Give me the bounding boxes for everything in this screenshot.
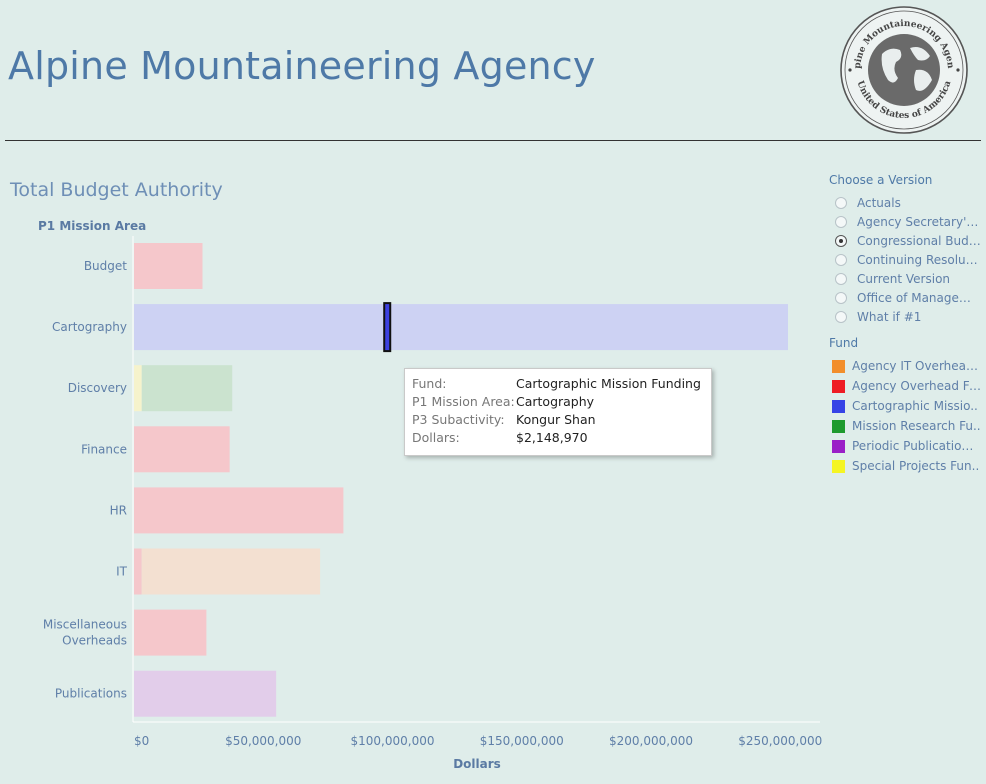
page-title: Alpine Mountaineering Agency — [8, 44, 596, 88]
tooltip-row-subactivity: P3 Subactivity: Kongur Shan — [412, 412, 596, 430]
chart-tooltip: Fund: Cartographic Mission Funding P1 Mis… — [404, 368, 712, 456]
bar-segment — [134, 304, 788, 351]
category-label: Budget — [84, 259, 127, 273]
highlighted-bar-segment — [383, 302, 392, 353]
agency-seal-logo: Alpine Mountaineering Agency United Stat… — [838, 4, 968, 134]
version-option-what-if-1[interactable]: What if #1 — [829, 307, 981, 326]
tooltip-value: Cartographic Mission Funding — [516, 376, 701, 391]
tooltip-row-mission-area: P1 Mission Area:Cartography — [412, 394, 594, 412]
tooltip-key: Dollars: — [412, 430, 460, 445]
bar-segment — [134, 548, 142, 595]
legend-label: Agency IT Overhead .. — [852, 359, 981, 373]
legend-item-cartographic-mission[interactable]: Cartographic Missio.. — [829, 396, 981, 416]
version-option-office-of-management[interactable]: Office of Managem... — [829, 288, 981, 307]
version-option-label: Continuing Resoluti... — [857, 252, 981, 267]
legend-item-periodic-publications[interactable]: Periodic Publications.. — [829, 436, 981, 456]
legend-swatch — [832, 459, 845, 473]
version-option-continuing-resolution[interactable]: Continuing Resoluti... — [829, 250, 981, 269]
tooltip-key: P1 Mission Area: — [412, 394, 515, 409]
category-label: Cartography — [52, 320, 127, 334]
legend-label: Periodic Publications.. — [852, 439, 981, 453]
chart-title: Total Budget Authority — [10, 179, 223, 201]
radio-button[interactable] — [835, 272, 847, 285]
bar-segment — [141, 365, 233, 412]
version-option-current-version[interactable]: Current Version — [829, 269, 981, 288]
tooltip-value: Kongur Shan — [516, 412, 596, 427]
tooltip-row-dollars: Dollars: $2,148,970 — [412, 430, 588, 448]
legend-swatch — [832, 359, 845, 373]
bar-segment — [134, 365, 142, 412]
version-option-label: Current Version — [857, 271, 951, 286]
category-label: HR — [110, 503, 127, 517]
category-label: Miscellaneous — [43, 618, 127, 632]
x-tick-label: $50,000,000 — [225, 734, 301, 748]
tooltip-value: $2,148,970 — [516, 430, 588, 445]
legend-label: Cartographic Missio.. — [852, 399, 978, 413]
category-label: Finance — [81, 442, 127, 456]
category-label: IT — [116, 565, 128, 579]
x-tick-label: $100,000,000 — [351, 734, 435, 748]
legend-label: Special Projects Fun.. — [852, 459, 980, 473]
radio-button[interactable] — [835, 291, 847, 304]
radio-button[interactable] — [835, 196, 847, 209]
version-option-label: Actuals — [857, 195, 901, 210]
header-divider — [5, 140, 981, 141]
category-label: Publications — [55, 687, 127, 701]
legend-swatch — [832, 439, 845, 453]
legend-item-agency-overhead[interactable]: Agency Overhead Fu.. — [829, 376, 981, 396]
radio-button[interactable] — [835, 215, 847, 228]
tooltip-key: Fund: — [412, 376, 447, 391]
version-option-label: What if #1 — [857, 309, 922, 324]
version-option-congressional-budget[interactable]: Congressional Budg... — [829, 231, 981, 250]
legend-swatch — [832, 419, 845, 433]
legend-swatch — [832, 399, 845, 413]
legend-item-mission-research[interactable]: Mission Research Fu.. — [829, 416, 981, 436]
bar-segment — [134, 487, 344, 534]
x-tick-label: $200,000,000 — [609, 734, 693, 748]
version-option-label: Office of Managem... — [857, 290, 981, 305]
bar-segment — [134, 426, 230, 473]
x-tick-label: $0 — [134, 734, 149, 748]
bar-segment — [141, 548, 321, 595]
tooltip-value: Cartography — [516, 394, 595, 409]
radio-button[interactable] — [835, 253, 847, 266]
legend-swatch — [832, 379, 845, 393]
filter-panel: Choose a Version Actuals Agency Secretar… — [829, 173, 981, 476]
fund-legend-title: Fund — [829, 336, 859, 350]
legend-label: Agency Overhead Fu.. — [852, 379, 981, 393]
version-filter-title: Choose a Version — [829, 173, 933, 187]
version-option-agency-secretary[interactable]: Agency Secretary's ... — [829, 212, 981, 231]
version-option-label: Agency Secretary's ... — [857, 214, 981, 229]
tooltip-key: P3 Subactivity: — [412, 412, 505, 427]
legend-label: Mission Research Fu.. — [852, 419, 981, 433]
x-tick-label: $250,000,000 — [738, 734, 822, 748]
category-label: Discovery — [68, 381, 127, 395]
tooltip-row-fund: Fund: Cartographic Mission Funding — [412, 376, 701, 394]
x-axis-title: Dollars — [453, 757, 501, 771]
x-tick-label: $150,000,000 — [480, 734, 564, 748]
radio-button[interactable] — [835, 310, 847, 323]
row-axis-header: P1 Mission Area — [38, 219, 147, 233]
radio-button-selected[interactable] — [835, 234, 847, 247]
bar-segment — [134, 670, 277, 717]
version-option-actuals[interactable]: Actuals — [829, 193, 981, 212]
legend-item-agency-it-overhead[interactable]: Agency IT Overhead .. — [829, 356, 981, 376]
bar-segment — [134, 243, 203, 289]
legend-item-special-projects[interactable]: Special Projects Fun.. — [829, 456, 981, 476]
category-label: Overheads — [62, 634, 127, 648]
bar-segment — [134, 609, 207, 656]
version-option-label: Congressional Budg... — [857, 233, 981, 248]
